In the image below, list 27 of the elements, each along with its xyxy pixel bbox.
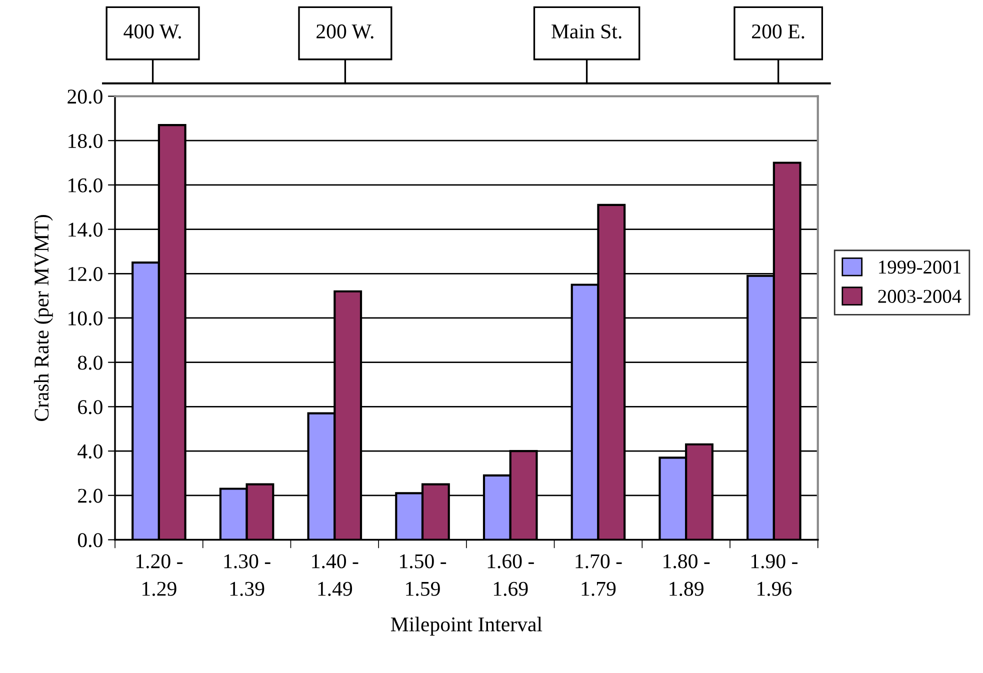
x-axis-title: Milepoint Interval — [390, 616, 542, 636]
y-tick-label: 2.0 — [78, 488, 102, 503]
y-tick-label: 4.0 — [78, 444, 102, 459]
x-tick-label: 1.20 - 1.29 — [136, 554, 182, 596]
x-tick-label: 1.90 - 1.96 — [751, 554, 798, 596]
x-tick-label: 1.50 - 1.59 — [400, 554, 446, 596]
x-tick-label: 1.70 - 1.79 — [576, 554, 622, 596]
text: 200 E. — [752, 24, 804, 39]
y-tick-label: 10.0 — [68, 311, 102, 326]
text: Main St. — [552, 24, 622, 39]
x-tick-label: 1.60 - 1.69 — [488, 554, 534, 596]
legend-label: 1999-2001 — [879, 260, 960, 274]
y-tick-label: 6.0 — [78, 400, 102, 414]
legend-label: 2003-2004 — [878, 290, 962, 303]
x-tick-label: 1.30 - 1.39 — [224, 554, 270, 596]
y-tick-label: 0.0 — [78, 533, 102, 548]
y-tick-label: 18.0 — [68, 134, 102, 148]
y-tick-label: 16.0 — [68, 178, 102, 192]
text: 200 W. — [316, 24, 374, 39]
y-tick-label: 14.0 — [68, 222, 102, 237]
y-tick-label: 20.0 — [68, 90, 102, 104]
y-tick-label: 8.0 — [78, 356, 102, 370]
x-tick-label: 1.80 - 1.89 — [664, 554, 710, 596]
y-axis-title: Crash Rate (per MVMT) — [34, 215, 53, 421]
text: 400 W. — [124, 24, 181, 39]
y-tick-label: 12.0 — [68, 267, 102, 282]
x-tick-label: 1.40 - 1.49 — [312, 554, 358, 596]
